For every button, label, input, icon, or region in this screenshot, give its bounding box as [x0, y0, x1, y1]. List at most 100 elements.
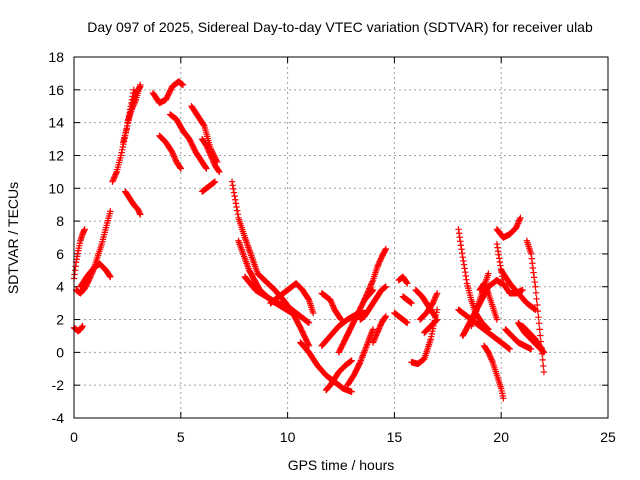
data-point: [172, 156, 179, 163]
series-arc-30: [399, 293, 415, 307]
x-tick-label: 25: [600, 429, 616, 445]
data-point: [228, 178, 236, 185]
y-axis-label: SDTVAR / TECUs: [5, 182, 21, 294]
data-point: [119, 146, 126, 154]
data-point: [485, 349, 492, 356]
y-tick-label: 10: [48, 180, 64, 196]
data-point: [433, 290, 441, 297]
data-point: [537, 344, 545, 352]
data-point: [461, 268, 469, 276]
y-tick-label: 18: [48, 49, 64, 65]
y-tick-label: 8: [56, 213, 64, 229]
data-point: [112, 171, 119, 178]
data-point: [433, 316, 441, 323]
y-tick-label: 16: [48, 82, 64, 98]
series-arc-02: [70, 322, 86, 335]
series-arc-07: [122, 188, 144, 218]
data-point: [328, 300, 336, 308]
series-arc-47: [519, 322, 545, 353]
y-tick-label: 14: [48, 115, 64, 131]
data-point: [375, 261, 382, 268]
data-point: [534, 301, 541, 309]
data-point: [512, 224, 520, 231]
data-point: [382, 283, 390, 290]
series-arc-24: [344, 326, 377, 389]
y-tick-label: 0: [56, 344, 64, 360]
data-point: [374, 263, 381, 271]
data-point: [460, 261, 468, 268]
data-point: [361, 296, 368, 304]
data-point: [460, 257, 467, 265]
data-point: [486, 351, 493, 359]
data-point: [517, 214, 524, 222]
data-point: [137, 81, 144, 89]
data-point: [382, 246, 389, 254]
grid-lines: [74, 57, 608, 418]
series-arc-41: [493, 214, 524, 241]
data-point: [408, 299, 415, 307]
data-point: [533, 295, 540, 303]
data-point: [516, 217, 523, 224]
data-point: [371, 335, 379, 342]
data-point: [305, 342, 313, 349]
data-point: [179, 81, 187, 89]
data-point: [363, 291, 371, 298]
data-point: [171, 154, 178, 161]
data-point: [372, 332, 380, 339]
series-arc-04: [77, 260, 114, 290]
data-point: [366, 283, 374, 291]
y-tick-label: 6: [56, 246, 64, 262]
series-arc-15: [228, 178, 313, 349]
plot-frame: [73, 56, 609, 419]
data-point: [540, 362, 547, 370]
data-point: [328, 299, 335, 306]
x-tick-label: 15: [387, 429, 403, 445]
axis-ticks: [73, 56, 609, 419]
data-point: [132, 97, 139, 105]
data-point: [540, 368, 548, 376]
data-point: [367, 282, 374, 289]
data-point: [530, 269, 537, 276]
data-point: [371, 336, 378, 343]
series-arc-39: [476, 280, 501, 323]
data-point: [107, 273, 114, 281]
data-point: [536, 326, 543, 333]
data-point: [534, 307, 542, 315]
data-point: [404, 280, 411, 287]
data-point: [205, 148, 213, 155]
data-point: [176, 164, 184, 171]
data-point: [205, 146, 212, 154]
data-point: [375, 259, 383, 267]
data-point: [207, 152, 214, 159]
data-point: [170, 151, 177, 159]
data-point: [209, 157, 217, 165]
data-point: [458, 250, 466, 257]
data-point: [202, 164, 210, 171]
x-tick-label: 5: [177, 429, 185, 445]
data-point: [485, 350, 493, 357]
data-point: [433, 291, 440, 298]
data-point: [527, 345, 535, 353]
data-point: [487, 353, 494, 360]
data-point: [514, 220, 522, 227]
data-point: [111, 174, 118, 181]
data-point: [130, 100, 138, 108]
data-point: [369, 326, 377, 333]
data-point: [430, 298, 437, 305]
data-point: [482, 283, 489, 290]
data-point: [484, 288, 491, 296]
data-point: [348, 388, 355, 395]
data-point: [81, 226, 88, 233]
data-point: [481, 281, 488, 289]
data-point: [130, 102, 137, 109]
data-point: [305, 319, 313, 327]
data-point: [363, 292, 370, 299]
data-point: [129, 104, 136, 112]
data-point: [455, 226, 462, 233]
data-point: [327, 298, 335, 305]
data-point: [455, 230, 463, 237]
data-point: [364, 289, 371, 297]
data-point: [111, 172, 119, 180]
data-point: [462, 272, 470, 280]
